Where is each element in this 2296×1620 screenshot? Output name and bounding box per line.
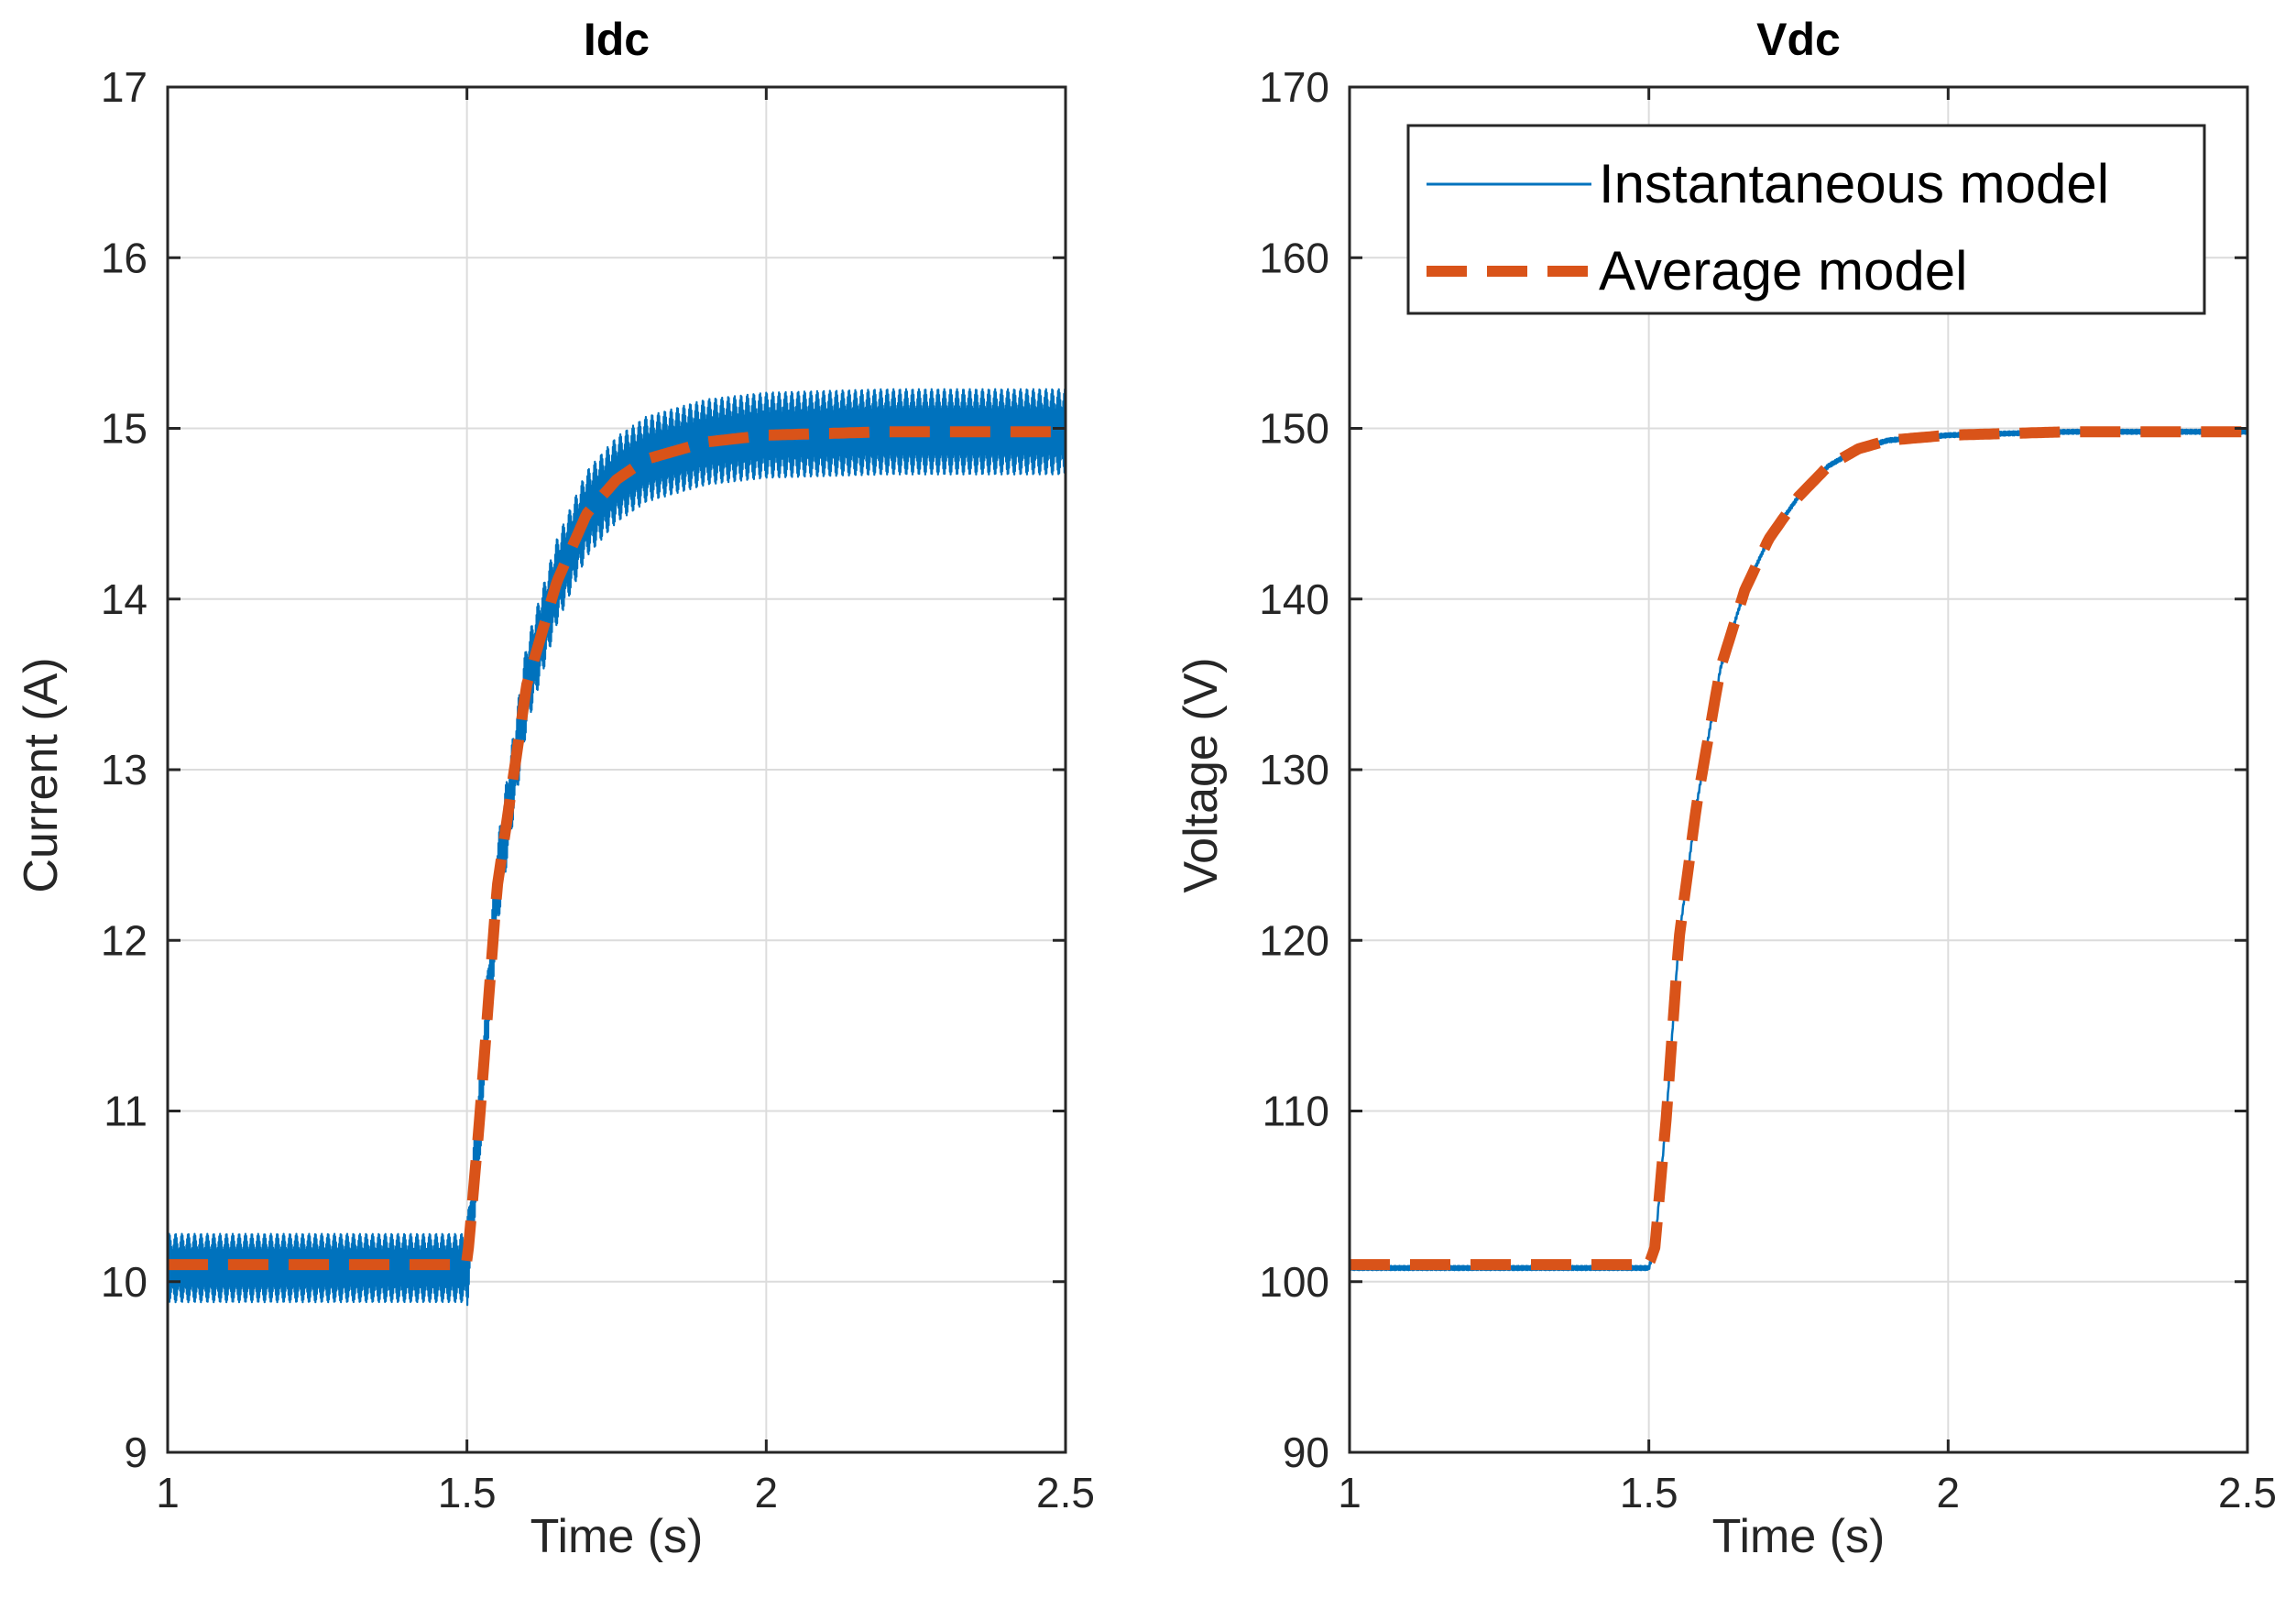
y-tick-label: 13: [101, 746, 148, 794]
legend-label-instantaneous: Instantaneous model: [1599, 153, 2109, 214]
x-tick-label: 2.5: [2218, 1469, 2277, 1516]
x-tick-label: 1: [156, 1469, 180, 1516]
chart-panel-2: 1 1.5 2 2.5 90 100 110 120 130 140 150 160 170 Vdc Tim…: [1175, 14, 2277, 1563]
legend: Instantaneous model Average model: [1406, 124, 2206, 315]
series-line-average: [168, 426, 1066, 1271]
y-tick-label: 140: [1259, 575, 1329, 623]
y-tick-label: 15: [101, 405, 148, 453]
y-tick-label: 9: [124, 1428, 148, 1476]
x-tick-label: 2: [1937, 1469, 1961, 1516]
y-tick-label: 90: [1283, 1428, 1329, 1476]
y-tick-label: 10: [101, 1258, 148, 1306]
series-line-average: [1350, 426, 2247, 1271]
chart-panel-1: 1 1.5 2 2.5 9 10 11 12 13 14 15 16 17 Idc Time (s) Curr…: [15, 14, 1095, 1563]
x-axis-label: Time (s): [530, 1510, 704, 1563]
y-tick-label: 17: [101, 63, 148, 111]
y-axis-label: Voltage (V): [1175, 657, 1228, 892]
x-tick-label: 1: [1338, 1469, 1361, 1516]
data-layer: [1350, 426, 2247, 1272]
y-tick-label: 11: [104, 1088, 148, 1135]
chart-title: Idc: [584, 14, 650, 65]
y-axis-label: Current (A): [15, 657, 68, 892]
y-tick-label: 160: [1259, 234, 1329, 281]
x-tick-label: 1.5: [1620, 1469, 1678, 1516]
legend-label-average: Average model: [1599, 240, 1967, 301]
y-tick-label: 170: [1259, 63, 1329, 111]
x-axis-label: Time (s): [1712, 1510, 1886, 1563]
y-tick-label: 14: [101, 575, 148, 623]
y-tick-label: 16: [101, 234, 148, 281]
y-tick-label: 110: [1263, 1088, 1329, 1135]
y-tick-label: 150: [1259, 405, 1329, 453]
series-line-instantaneous: [168, 388, 1066, 1307]
y-tick-label: 130: [1259, 746, 1329, 794]
y-tick-label: 100: [1259, 1258, 1329, 1306]
legend-box: [1406, 124, 2206, 315]
x-tick-label: 2.5: [1036, 1469, 1095, 1516]
y-tick-label: 120: [1259, 916, 1329, 964]
x-tick-label: 2: [755, 1469, 779, 1516]
y-tick-label: 12: [101, 916, 148, 964]
data-layer: [168, 388, 1066, 1307]
chart-title: Vdc: [1756, 14, 1841, 65]
x-tick-label: 1.5: [438, 1469, 497, 1516]
